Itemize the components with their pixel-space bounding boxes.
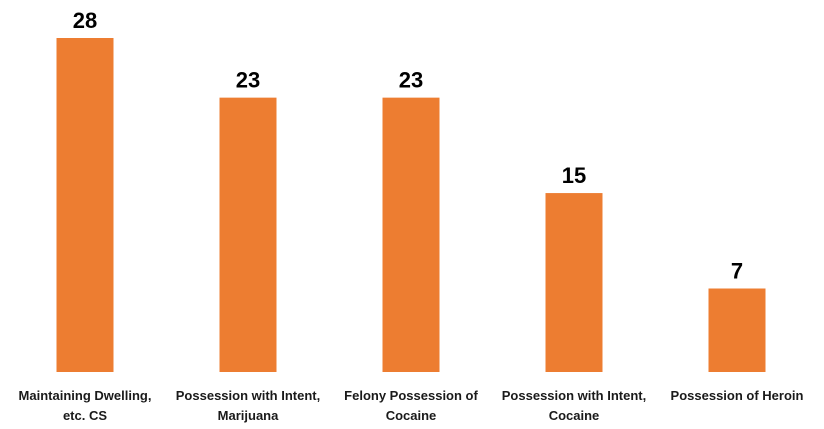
value-labels-group: 28 23 23 15 7 bbox=[73, 8, 743, 284]
value-label-1: 23 bbox=[236, 68, 260, 93]
category-label-1-line-1: Marijuana bbox=[218, 408, 279, 423]
category-label-0-line-1: etc. CS bbox=[63, 408, 107, 423]
category-label-1: Possession with Intent, Marijuana bbox=[176, 388, 320, 423]
category-label-3-line-0: Possession with Intent, bbox=[502, 388, 646, 403]
category-label-2-line-0: Felony Possession of bbox=[344, 388, 478, 403]
category-labels-group: Maintaining Dwelling, etc. CS Possession w… bbox=[19, 388, 804, 423]
category-label-0: Maintaining Dwelling, etc. CS bbox=[19, 388, 152, 423]
category-label-4: Possession of Heroin bbox=[671, 388, 804, 403]
category-label-2-line-1: Cocaine bbox=[386, 408, 437, 423]
bar-4 bbox=[708, 288, 766, 372]
category-label-1-line-0: Possession with Intent, bbox=[176, 388, 320, 403]
bar-3 bbox=[545, 193, 603, 372]
category-label-4-line-0: Possession of Heroin bbox=[671, 388, 804, 403]
category-label-2: Felony Possession of Cocaine bbox=[344, 388, 478, 423]
value-label-4: 7 bbox=[731, 259, 743, 284]
bar-1 bbox=[219, 97, 277, 373]
category-label-3-line-1: Cocaine bbox=[549, 408, 600, 423]
bar-0 bbox=[56, 38, 114, 372]
value-label-3: 15 bbox=[562, 163, 586, 188]
value-label-0: 28 bbox=[73, 8, 97, 33]
category-label-3: Possession with Intent, Cocaine bbox=[502, 388, 646, 423]
bars-group bbox=[56, 38, 766, 373]
value-label-2: 23 bbox=[399, 68, 423, 93]
category-label-0-line-0: Maintaining Dwelling, bbox=[19, 388, 152, 403]
bar-2 bbox=[382, 97, 440, 373]
